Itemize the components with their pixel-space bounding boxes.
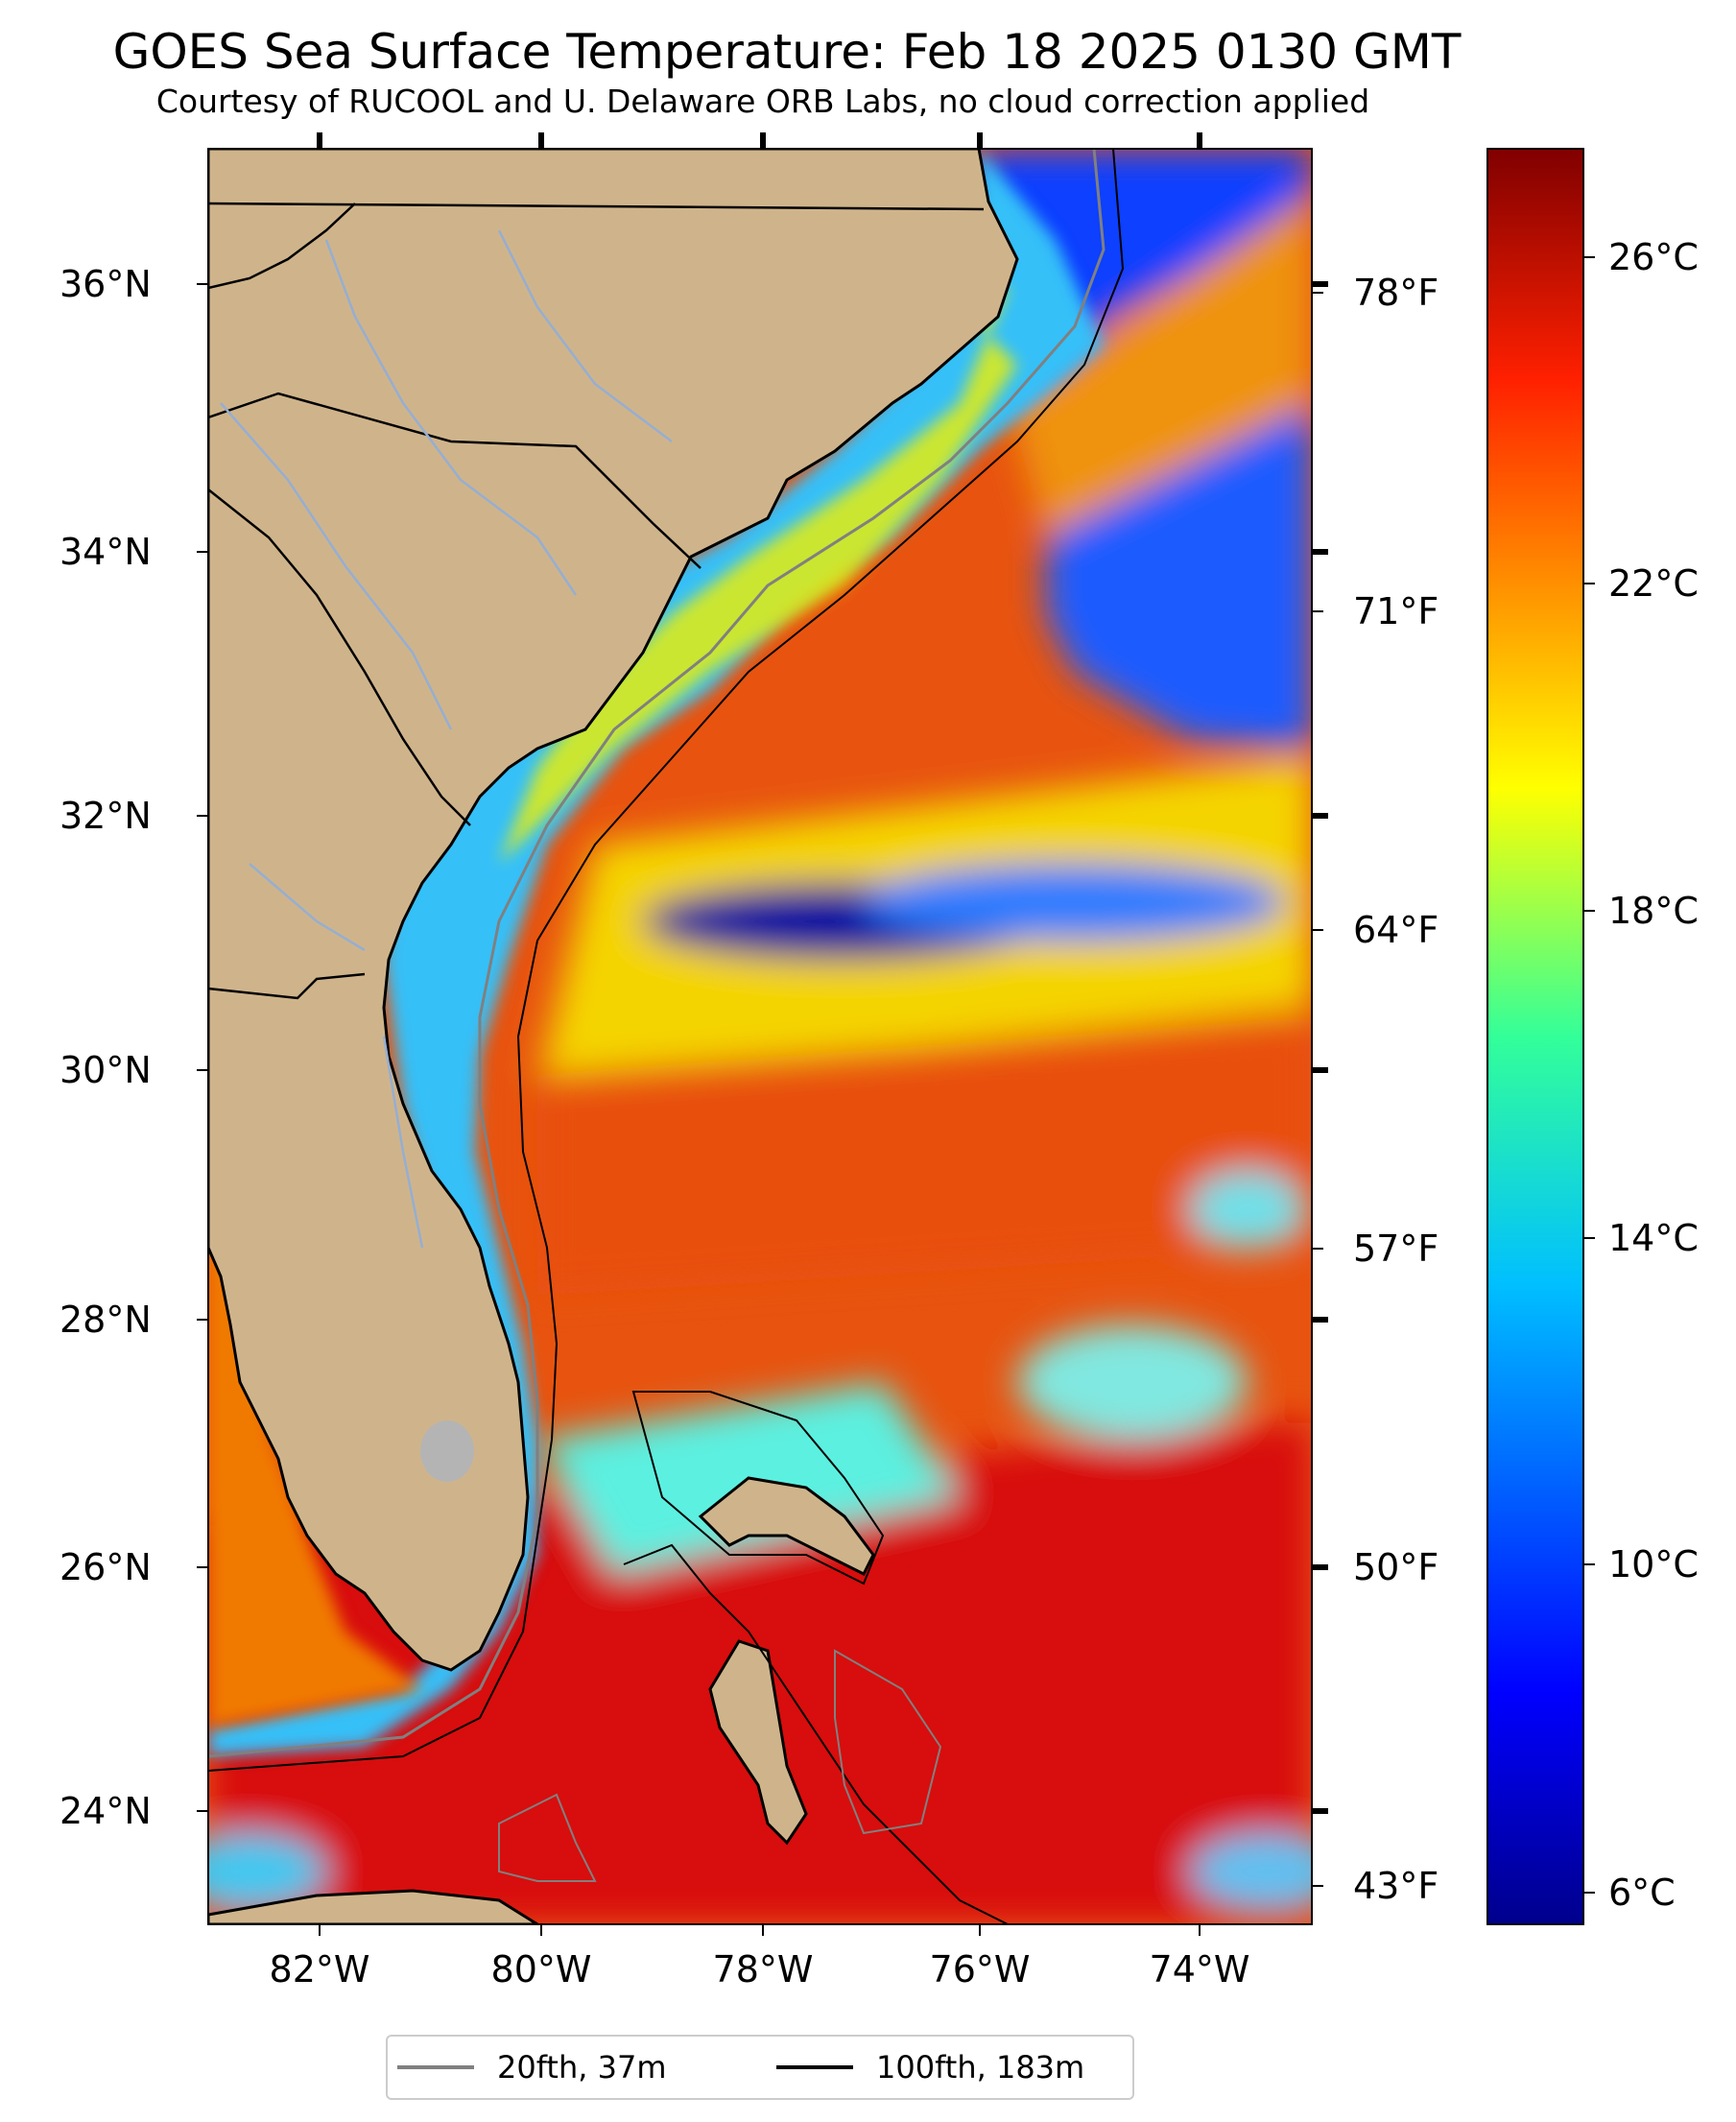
state-boundaries	[208, 202, 985, 1000]
legend-item-20fth: 20fth, 37m	[397, 2037, 666, 2098]
map-subtitle: Courtesy of RUCOOL and U. Delaware ORB L…	[155, 83, 1370, 120]
rivers	[220, 229, 673, 1249]
colorbar	[1486, 148, 1584, 1925]
cold-streak-region	[1046, 403, 1312, 749]
lake-okeechobee	[420, 1420, 474, 1482]
f-label-57: 57°F	[1353, 1228, 1439, 1270]
lon-label-82: 82°W	[269, 1948, 370, 1991]
lat-label-32: 32°N	[59, 795, 152, 837]
land-bahamas	[698, 1476, 875, 1577]
legend-label-20fth: 20fth, 37m	[497, 2049, 667, 2086]
c-label-14: 14°C	[1608, 1217, 1699, 1259]
contour-100fth	[208, 149, 1125, 1772]
legend-swatch-gray	[397, 2065, 474, 2069]
lat-label-36: 36°N	[59, 263, 152, 305]
lat-label-30: 30°N	[59, 1049, 152, 1091]
lat-label-24: 24°N	[59, 1790, 152, 1832]
c-label-26: 26°C	[1608, 236, 1699, 278]
lat-label-26: 26°N	[59, 1546, 152, 1588]
f-label-43: 43°F	[1353, 1865, 1439, 1907]
c-label-18: 18°C	[1608, 890, 1699, 932]
c-label-10: 10°C	[1608, 1543, 1699, 1586]
legend-swatch-black	[776, 2065, 853, 2069]
map-title: GOES Sea Surface Temperature: Feb 18 202…	[112, 24, 1462, 80]
lon-label-74: 74°W	[1149, 1948, 1250, 1991]
contour-20fth	[208, 149, 1106, 1758]
legend-item-100fth: 100fth, 183m	[776, 2037, 1084, 2098]
lon-label-78: 78°W	[712, 1948, 814, 1991]
f-label-71: 71°F	[1353, 590, 1439, 632]
colorbar-ticks	[1583, 256, 1595, 1894]
f-label-50: 50°F	[1353, 1546, 1439, 1588]
lon-label-76: 76°W	[929, 1948, 1031, 1991]
land-mainland	[208, 149, 1019, 1672]
c-label-22: 22°C	[1608, 562, 1699, 605]
axis-ticks	[197, 132, 1328, 1936]
land-cuba	[208, 1889, 540, 1924]
lat-label-28: 28°N	[59, 1299, 152, 1341]
legend-label-100fth: 100fth, 183m	[876, 2049, 1085, 2086]
lon-label-80: 80°W	[490, 1948, 592, 1991]
depth-legend: 20fth, 37m 100fth, 183m	[386, 2035, 1134, 2100]
c-label-6: 6°C	[1608, 1872, 1676, 1914]
f-label-78: 78°F	[1353, 272, 1439, 314]
f-label-64: 64°F	[1353, 909, 1439, 951]
lat-label-34: 34°N	[59, 531, 152, 573]
